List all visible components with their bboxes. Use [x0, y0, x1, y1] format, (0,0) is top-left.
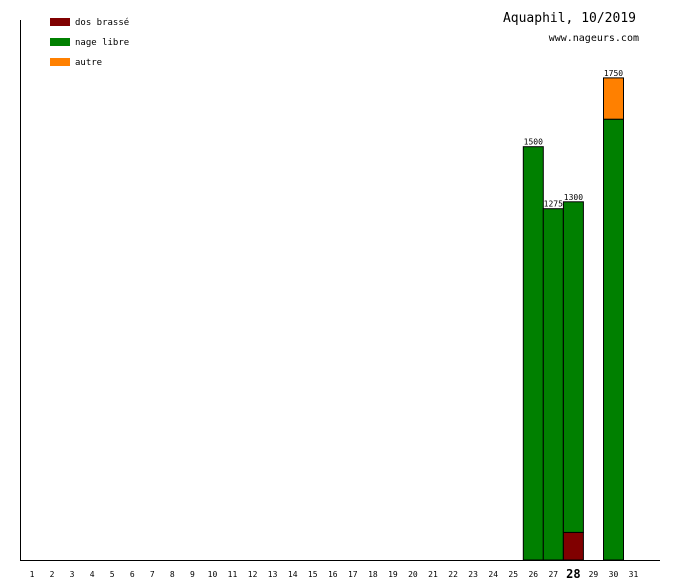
x-tick-label-4: 4 [90, 570, 95, 579]
bar-segment-30-2 [603, 77, 624, 120]
x-tick-label-25: 25 [508, 570, 518, 579]
x-tick-label-19: 19 [388, 570, 398, 579]
x-tick-label-26: 26 [528, 570, 538, 579]
x-tick-label-20: 20 [408, 570, 418, 579]
x-tick-label-31: 31 [629, 570, 639, 579]
legend-label-0: dos brassé [75, 17, 129, 28]
x-tick-label-3: 3 [70, 570, 75, 579]
x-tick-label-12: 12 [248, 570, 258, 579]
bar-value-label-28: 1300 [564, 193, 583, 202]
bar-value-label-27: 1275 [544, 200, 563, 209]
x-tick-label-8: 8 [170, 570, 175, 579]
bar-segment-26-1 [522, 146, 544, 561]
x-tick-label-1: 1 [30, 570, 35, 579]
x-tick-label-5: 5 [110, 570, 115, 579]
x-tick-label-15: 15 [308, 570, 318, 579]
x-tick-label-16: 16 [328, 570, 338, 579]
x-tick-label-29: 29 [589, 570, 599, 579]
x-tick-label-28: 28 [566, 567, 580, 580]
x-tick-label-21: 21 [428, 570, 438, 579]
legend-label-2: autre [75, 58, 102, 68]
x-tick-label-6: 6 [130, 570, 135, 579]
x-tick-label-18: 18 [368, 570, 378, 579]
legend: dos brassé nage libre autre [50, 17, 129, 68]
x-tick-label-17: 17 [348, 570, 358, 579]
chart-title: Aquaphil, 10/2019 [503, 11, 636, 26]
x-tick-labels: 1 2 3 4 5 6 7 8 9 10 11 12 13 14 15 16 17 18 19 20 21 22 23 24 2… [30, 567, 639, 580]
x-tick-label-27: 27 [548, 570, 558, 579]
x-tick-label-23: 23 [468, 570, 478, 579]
x-tick-label-22: 22 [448, 570, 458, 579]
x-tick-label-24: 24 [488, 570, 498, 579]
legend-swatch-0 [50, 18, 70, 26]
x-tick-label-13: 13 [268, 570, 278, 579]
x-tick-label-14: 14 [288, 570, 298, 579]
bar-value-label-26: 1500 [524, 138, 543, 147]
legend-swatch-2 [50, 58, 70, 66]
x-tick-label-7: 7 [150, 570, 155, 579]
x-tick-label-10: 10 [208, 570, 218, 579]
bar-segment-27-1 [542, 208, 564, 561]
legend-label-1: nage libre [75, 38, 129, 48]
bar-segment-28-1 [562, 201, 584, 533]
bars-group [522, 77, 624, 561]
bar-segment-30-1 [603, 118, 624, 561]
site-url: www.nageurs.com [549, 33, 639, 44]
bar-value-label-30: 1750 [604, 69, 623, 78]
bar-segment-28-0 [562, 531, 584, 561]
x-tick-label-9: 9 [190, 570, 195, 579]
x-tick-label-2: 2 [50, 570, 55, 579]
x-tick-label-30: 30 [609, 570, 619, 579]
legend-swatch-1 [50, 38, 70, 46]
x-tick-label-11: 11 [228, 570, 238, 579]
